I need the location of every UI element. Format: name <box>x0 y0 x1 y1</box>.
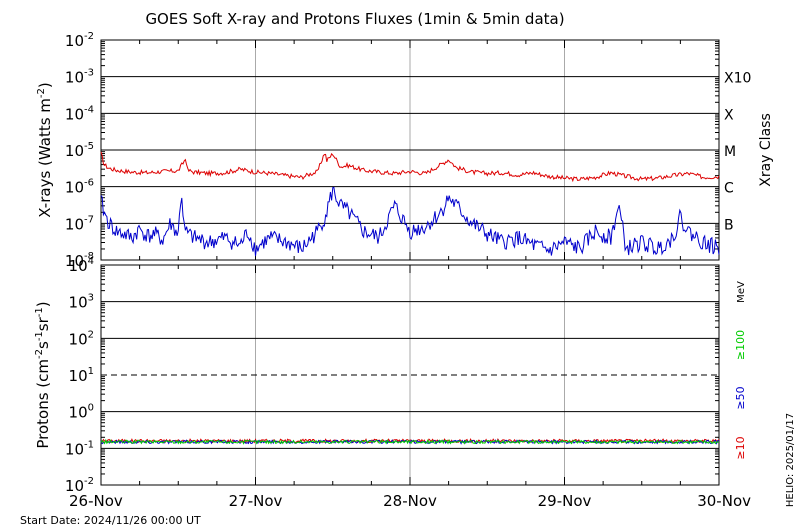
proton-series <box>100 437 720 445</box>
xray-y-tick-label: 10-4 <box>65 104 94 123</box>
proton-gridlines <box>101 265 719 485</box>
xray-y-tick-label: 10-5 <box>65 141 94 160</box>
xray-series <box>100 151 720 257</box>
xray-class-label: X10 <box>724 71 751 87</box>
xray-class-labels: X10 X M C B <box>724 71 751 234</box>
proton-legend-entry: ≥100 <box>734 330 747 360</box>
proton-energy-legend: MeV ≥100 ≥50 ≥10 <box>734 281 747 460</box>
x-tick-label: 30-Nov <box>697 492 751 510</box>
xray-gridlines <box>101 40 719 260</box>
proton-y-tick-label: 100 <box>69 403 94 422</box>
proton-y-axis-label: Protons (cm-2s-1sr-1) <box>34 301 52 448</box>
x-tick-label: 26-Nov <box>69 492 123 510</box>
xray-y-axis-label: X-rays (Watts m-2) <box>36 82 54 217</box>
xray-class-axis-label: Xray Class <box>758 113 774 187</box>
proton-y-tick-label: 103 <box>69 293 94 312</box>
proton-y-tick-label: 104 <box>69 256 94 275</box>
xray-y-ticks: 10-2 10-3 10-4 10-5 10-6 10-7 10-8 <box>65 31 720 270</box>
helio-date-label: HELIO: 2025/01/17 <box>785 413 796 507</box>
start-date-label: Start Date: 2024/11/26 00:00 UT <box>20 514 201 527</box>
flux-series-line <box>100 151 720 183</box>
xray-class-label: C <box>724 181 734 197</box>
proton-y-ticks: 104 103 102 101 100 10-1 10-2 <box>65 256 720 495</box>
proton-y-tick-label: 102 <box>69 329 94 348</box>
flux-series-line <box>100 438 720 445</box>
xray-y-tick-label: 10-8 <box>65 251 94 270</box>
xray-class-label: B <box>724 217 734 233</box>
flux-series-line <box>100 439 720 445</box>
xray-y-tick-label: 10-7 <box>65 214 94 233</box>
proton-energy-unit: MeV <box>736 281 747 303</box>
x-axis-tick-labels: 26-Nov 27-Nov 28-Nov 29-Nov 30-Nov <box>69 492 751 510</box>
xray-class-label: X <box>724 107 734 123</box>
proton-legend-entry: ≥10 <box>734 436 747 459</box>
chart-title: GOES Soft X-ray and Protons Fluxes (1min… <box>145 10 564 28</box>
proton-panel: 104 103 102 101 100 10-1 10-2 MeV ≥100 ≥50 ≥10 Pr… <box>34 256 747 495</box>
xray-y-tick-label: 10-2 <box>65 31 94 50</box>
proton-legend-entry: ≥50 <box>734 386 747 409</box>
flux-series-line <box>100 186 720 257</box>
xray-y-tick-label: 10-3 <box>65 68 94 87</box>
xray-y-tick-label: 10-6 <box>65 178 94 197</box>
proton-y-tick-label: 10-1 <box>65 439 94 458</box>
xray-class-label: M <box>724 144 736 160</box>
proton-y-tick-label: 101 <box>69 366 94 385</box>
x-tick-label: 27-Nov <box>229 492 283 510</box>
proton-y-tick-label: 10-2 <box>65 476 94 495</box>
x-tick-label: 28-Nov <box>383 492 437 510</box>
xray-panel: 10-2 10-3 10-4 10-5 10-6 10-7 10-8 X10 X M C B X-r… <box>36 31 774 270</box>
x-tick-label: 29-Nov <box>538 492 592 510</box>
